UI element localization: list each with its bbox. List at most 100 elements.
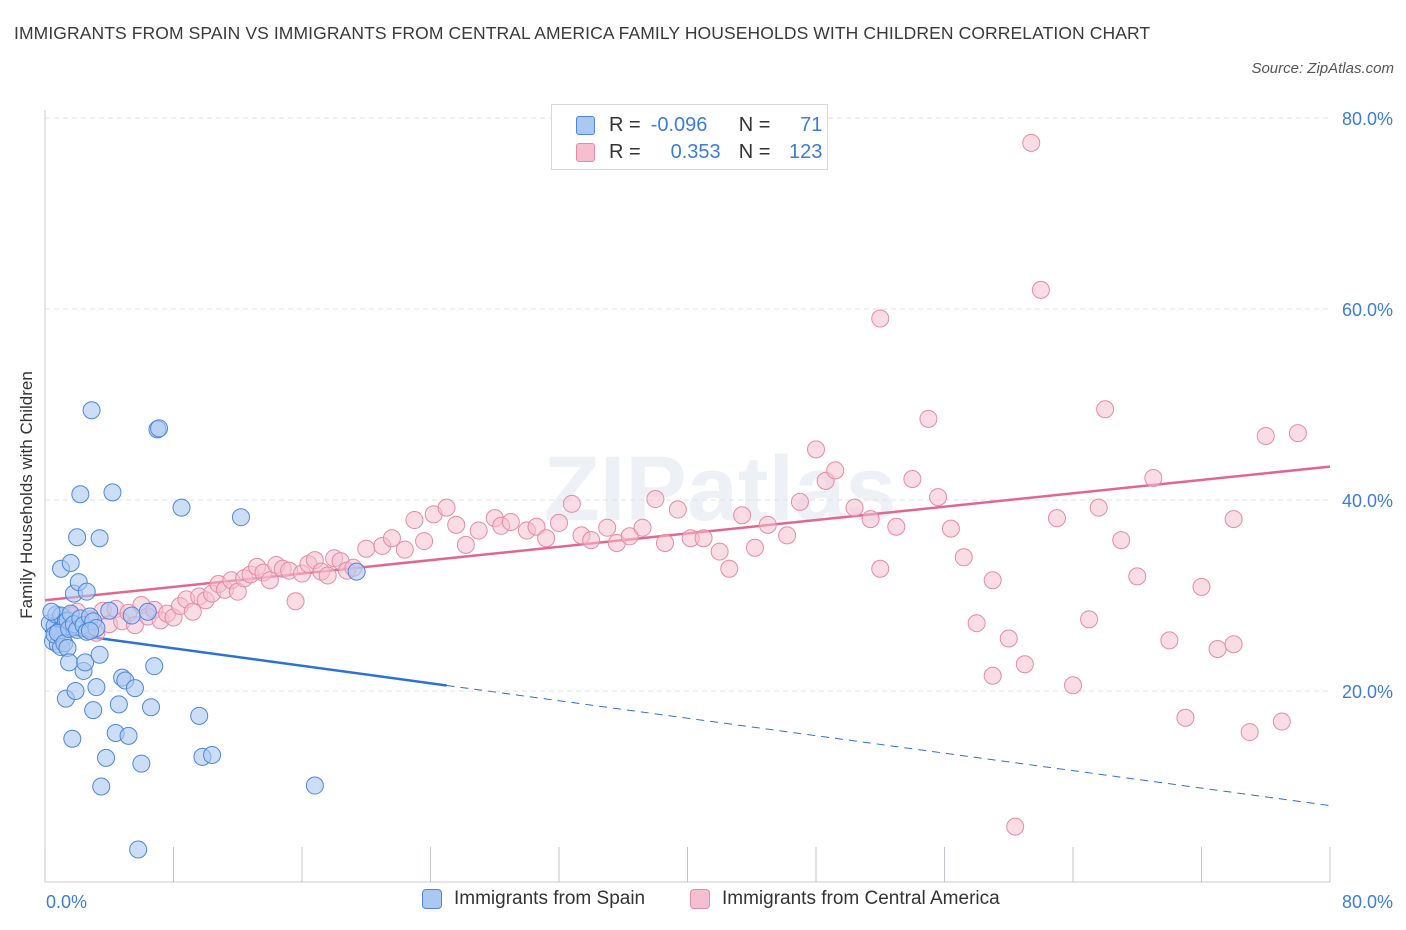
central-america-point <box>286 592 305 611</box>
central-america-point <box>845 498 864 517</box>
spain-point <box>61 554 80 573</box>
spain-point <box>203 745 222 764</box>
central-america-point <box>405 511 424 530</box>
r-value: 0.353 <box>670 140 721 163</box>
stats-legend: R = -0.096 N = 71 R = 0.353 N = 123 <box>551 104 828 170</box>
spain-point <box>129 840 148 859</box>
spain-point <box>97 748 116 767</box>
central-america-point <box>758 515 777 534</box>
central-america-swatch <box>576 142 595 162</box>
central-america-point <box>646 490 665 509</box>
spain-trendline-extension <box>446 684 1331 807</box>
central-america-point <box>582 531 601 550</box>
central-america-point <box>999 629 1018 648</box>
central-america-point <box>598 518 617 537</box>
central-america-point <box>562 494 581 513</box>
central-america-point <box>807 440 825 459</box>
spain-point <box>109 695 128 714</box>
central-america-point <box>1224 635 1243 654</box>
spain-point <box>90 529 109 548</box>
spain-point <box>142 698 161 717</box>
spain-point <box>92 777 111 796</box>
central-america-point <box>1128 567 1147 586</box>
spain-point <box>190 706 209 725</box>
central-america-point <box>1096 400 1115 419</box>
central-america-point <box>919 409 938 428</box>
spain-point <box>125 679 144 698</box>
legend-item-central-america[interactable]: Immigrants from Central America <box>690 888 1000 910</box>
spain-point <box>77 582 96 601</box>
spain-point <box>42 602 61 621</box>
y-tick-label: 20.0% <box>1342 682 1393 702</box>
spain-swatch <box>422 889 442 909</box>
r-label: R = <box>609 140 641 163</box>
stats-row-central-america: R = 0.353 N = 123 <box>576 140 822 164</box>
central-america-point <box>1288 424 1307 443</box>
central-america-point <box>537 529 556 548</box>
spain-point <box>82 401 101 420</box>
central-america-point <box>733 506 752 525</box>
spain-point <box>172 498 191 517</box>
r-label: R = <box>609 113 641 136</box>
spain-point <box>80 621 99 640</box>
tick-layer: 20.0% 40.0% 60.0% 80.0% 0.0% 80.0% <box>46 109 1393 912</box>
central-america-point <box>1224 510 1243 529</box>
central-america-point <box>183 602 202 621</box>
central-america-point <box>983 571 1002 590</box>
central-america-point <box>633 518 652 537</box>
spain-point <box>66 682 85 700</box>
central-america-point <box>447 515 466 534</box>
central-america-point <box>501 512 520 531</box>
central-america-point <box>1144 469 1163 488</box>
watermark: ZIPatlas <box>544 438 897 540</box>
central-america-point <box>983 666 1002 685</box>
central-america-point <box>1080 610 1099 629</box>
n-value: 71 <box>800 113 823 136</box>
y-tick-label: 40.0% <box>1342 491 1393 511</box>
source-label: Source: ZipAtlas.com <box>1251 60 1394 77</box>
spain-point <box>150 419 169 438</box>
central-america-point <box>871 309 890 328</box>
spain-point <box>90 645 109 664</box>
central-america-point <box>1176 708 1195 727</box>
central-america-point <box>1015 655 1034 674</box>
central-america-point <box>1208 639 1227 658</box>
central-america-point <box>668 500 687 519</box>
central-america-point <box>1064 676 1082 695</box>
central-america-point <box>357 539 376 558</box>
central-america-point <box>437 498 456 517</box>
legend-item-spain[interactable]: Immigrants from Spain <box>422 888 645 910</box>
central-america-point <box>967 614 986 633</box>
central-america-point <box>941 519 960 538</box>
central-america-point <box>1160 631 1179 650</box>
central-america-point <box>1256 427 1275 446</box>
central-america-point <box>1240 723 1259 742</box>
central-america-point <box>1022 133 1041 152</box>
central-america-point <box>1272 712 1291 731</box>
spain-point <box>71 485 90 504</box>
central-america-point <box>903 469 922 488</box>
spain-point <box>132 754 151 773</box>
central-america-point <box>954 548 973 567</box>
chart-title: IMMIGRANTS FROM SPAIN VS IMMIGRANTS FROM… <box>14 23 1151 43</box>
spain-point <box>119 726 138 745</box>
grid-layer <box>45 117 1330 692</box>
n-value: 123 <box>789 140 823 163</box>
central-america-point <box>887 517 906 536</box>
spain-point <box>63 729 82 748</box>
central-america-point <box>790 492 809 511</box>
central-america-point <box>260 571 279 590</box>
spain-point <box>87 678 106 697</box>
central-america-point <box>720 559 739 578</box>
central-america-point <box>1192 577 1211 596</box>
central-america-point <box>1089 498 1108 517</box>
n-label: N = <box>738 113 771 136</box>
central-america-point <box>745 538 764 557</box>
central-america-point <box>871 559 890 578</box>
central-america-point <box>826 461 845 480</box>
stats-row-spain: R = -0.096 N = 71 <box>576 113 822 137</box>
y-tick-label: 60.0% <box>1342 300 1393 320</box>
spain-point <box>305 776 324 795</box>
central-america-point <box>1031 280 1050 299</box>
